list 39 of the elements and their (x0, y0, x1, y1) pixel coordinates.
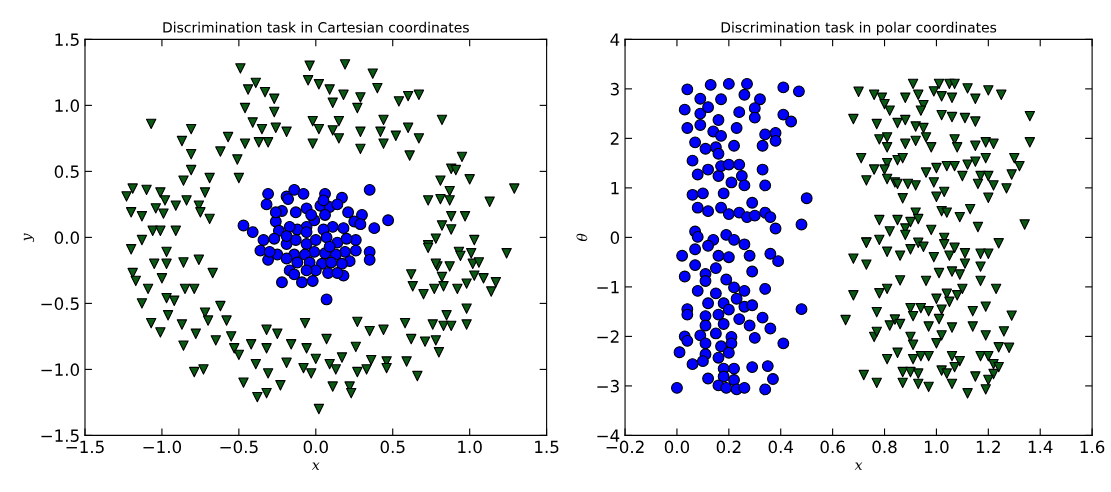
y-tick-label: 4 (610, 33, 620, 46)
y-tick-label: 1 (611, 182, 619, 195)
y-tick-label: −4 (597, 429, 620, 442)
x-tick-label: 0.2 (716, 440, 741, 454)
x-tick-label: 1.0 (925, 440, 949, 454)
y-tick-label: 0.0 (54, 231, 80, 244)
x-tick-label: 0.4 (768, 440, 794, 454)
y-tick-label: −3 (597, 379, 619, 393)
x-axis-title: x (854, 462, 863, 470)
x-tick-label: 1.5 (535, 440, 559, 454)
x-tick-label: −1.5 (66, 440, 104, 454)
chart-title: Discrimination task in Cartesian coordinates (163, 21, 469, 33)
y-tick-label: −2 (597, 330, 619, 343)
x-tick-label: 0.8 (872, 440, 897, 454)
chart-title: Discrimination task in polar coordinates (721, 21, 997, 36)
x-tick-label: 1.2 (976, 440, 1000, 453)
x-tick-label: −1.0 (143, 440, 182, 454)
x-tick-label: 0.5 (380, 440, 405, 454)
y-tick-label: 0.5 (54, 165, 79, 178)
y-tick-label: −0.5 (41, 297, 79, 310)
y-tick-label: 1.5 (55, 33, 79, 46)
y-tick-label: 2 (610, 132, 619, 145)
y-tick-label: −1 (597, 281, 619, 294)
y-tick-label: 3 (610, 82, 619, 96)
x-axis-title: x (311, 462, 320, 470)
y-tick-label: 0 (610, 231, 620, 244)
x-tick-label: 1.4 (1028, 440, 1053, 453)
x-tick-label: 1.0 (458, 440, 482, 454)
y-tick-label: 1.0 (55, 99, 80, 112)
x-tick-label: 0.6 (820, 440, 845, 454)
y-axis-title: y (23, 233, 35, 242)
x-tick-label: 0.0 (664, 440, 690, 454)
x-tick-label: 1.6 (1080, 440, 1105, 454)
y-tick-label: −1.0 (41, 363, 80, 376)
x-tick-label: −0.2 (606, 440, 644, 454)
x-tick-label: 0.0 (303, 440, 328, 454)
y-tick-label: −1.5 (41, 429, 79, 442)
x-tick-label: −0.5 (220, 440, 258, 454)
y-axis-title: θ (576, 233, 588, 242)
